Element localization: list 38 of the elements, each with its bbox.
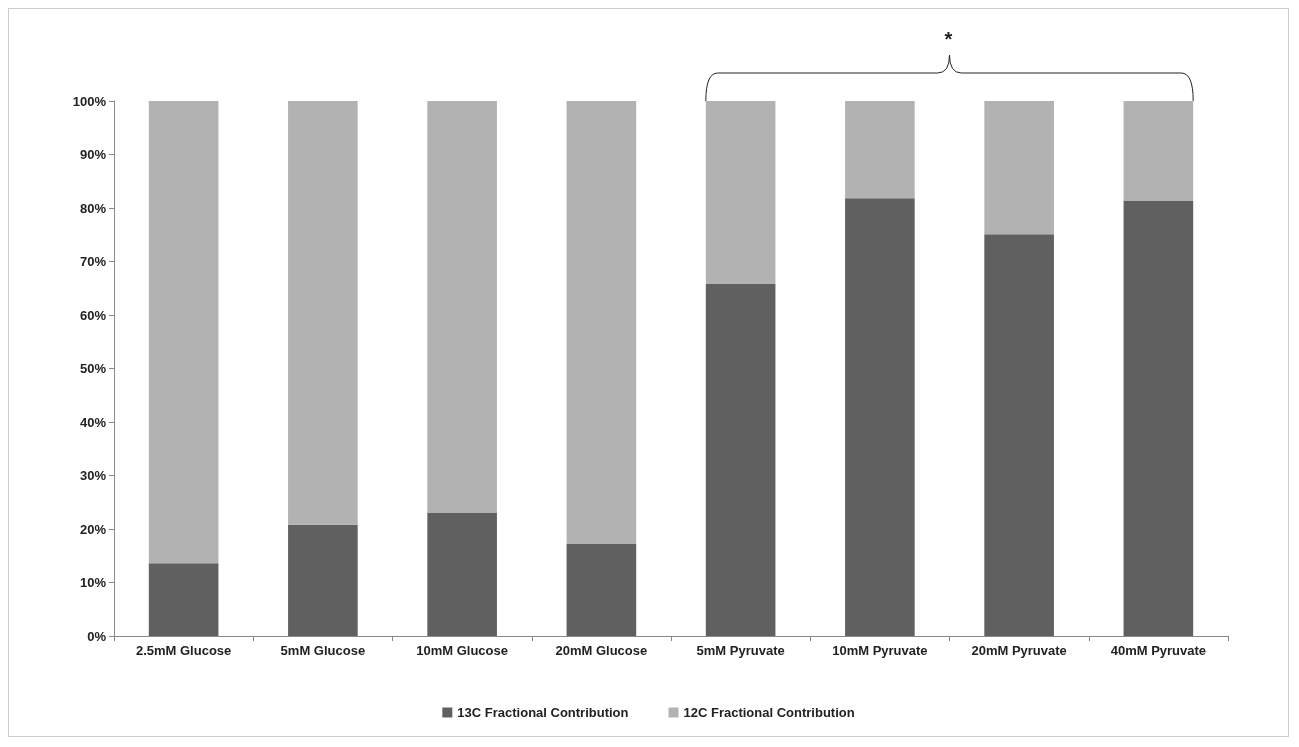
x-tick-label: 10mM Glucose <box>416 643 509 658</box>
y-tick-label: 60% <box>79 307 107 323</box>
bar <box>845 101 915 199</box>
bar <box>705 101 776 284</box>
y-tick-label: 70% <box>79 254 107 269</box>
y-tick-label: 10% <box>79 575 107 590</box>
bar <box>148 101 219 564</box>
bar <box>288 524 358 636</box>
bar <box>984 101 1054 235</box>
y-tick-label: 0% <box>87 628 107 644</box>
bar <box>566 543 637 636</box>
y-tick-label: 30% <box>79 468 107 483</box>
y-tick-label: 20% <box>79 521 107 537</box>
bar <box>427 512 497 636</box>
bar <box>845 198 915 636</box>
x-tick-label: 20mM Glucose <box>555 643 648 658</box>
x-tick-label: 20mM Pyruvate <box>971 643 1067 658</box>
x-tick-label: 40mM Pyruvate <box>1110 643 1207 658</box>
x-tick-label: 2.5mM Glucose <box>135 643 232 658</box>
bar <box>984 234 1054 636</box>
bar <box>1123 101 1194 201</box>
text: * <box>944 28 953 50</box>
y-tick-label: 50% <box>79 361 107 376</box>
bar <box>705 283 776 636</box>
bar <box>288 101 358 525</box>
x-tick-label: 10mM Pyruvate <box>832 643 928 658</box>
x-tick-label: 5mM Glucose <box>280 643 366 658</box>
y-tick-label: 100% <box>72 93 107 109</box>
bar <box>427 101 497 513</box>
bar <box>148 563 219 636</box>
y-tick-label: 80% <box>79 200 107 216</box>
legend-label: 13C Fractional Contribution <box>457 705 629 720</box>
legend-label: 12C Fractional Contribution <box>683 705 855 720</box>
bar <box>566 101 637 544</box>
bar <box>1123 200 1194 636</box>
y-tick-label: 40% <box>79 414 107 430</box>
y-tick-label: 90% <box>79 147 107 162</box>
x-tick-label: 5mM Pyruvate <box>696 643 785 658</box>
